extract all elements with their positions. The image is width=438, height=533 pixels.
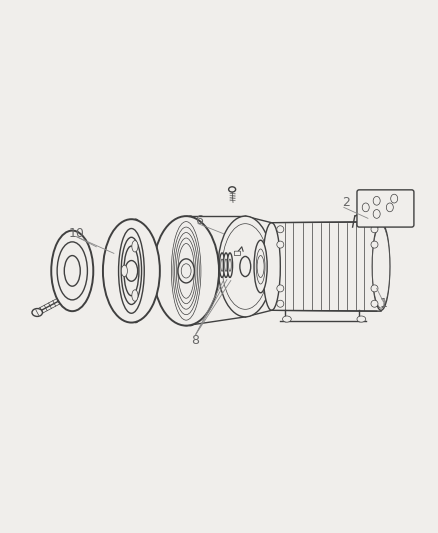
Text: 1: 1 <box>379 297 387 310</box>
Ellipse shape <box>391 194 398 203</box>
Ellipse shape <box>386 203 393 212</box>
Ellipse shape <box>371 300 378 307</box>
Ellipse shape <box>283 316 291 322</box>
Ellipse shape <box>32 309 42 317</box>
Text: 2: 2 <box>342 197 350 209</box>
Ellipse shape <box>362 203 369 212</box>
Ellipse shape <box>218 216 272 317</box>
Ellipse shape <box>176 238 196 304</box>
Ellipse shape <box>229 187 236 192</box>
Ellipse shape <box>126 219 146 322</box>
Ellipse shape <box>219 253 225 278</box>
Ellipse shape <box>372 223 390 310</box>
Ellipse shape <box>371 226 378 233</box>
Ellipse shape <box>277 300 284 307</box>
Ellipse shape <box>357 316 366 322</box>
Ellipse shape <box>124 246 139 296</box>
Ellipse shape <box>178 259 194 283</box>
Ellipse shape <box>277 241 284 248</box>
Ellipse shape <box>373 209 380 219</box>
Ellipse shape <box>225 259 227 271</box>
Ellipse shape <box>263 223 280 310</box>
Bar <box>272 223 381 310</box>
Ellipse shape <box>227 253 233 278</box>
Ellipse shape <box>153 216 219 326</box>
Ellipse shape <box>373 197 380 205</box>
Ellipse shape <box>132 290 138 301</box>
Ellipse shape <box>64 255 80 286</box>
Ellipse shape <box>173 227 199 314</box>
Ellipse shape <box>51 231 93 311</box>
Ellipse shape <box>222 224 268 309</box>
Ellipse shape <box>103 219 160 322</box>
Ellipse shape <box>57 242 88 300</box>
Ellipse shape <box>372 225 390 308</box>
Ellipse shape <box>171 222 201 320</box>
Ellipse shape <box>121 265 127 277</box>
Ellipse shape <box>71 237 79 305</box>
Ellipse shape <box>121 237 141 304</box>
Ellipse shape <box>221 259 223 271</box>
Ellipse shape <box>257 255 264 278</box>
Ellipse shape <box>125 261 138 281</box>
Text: 10: 10 <box>69 227 85 240</box>
Ellipse shape <box>181 264 191 278</box>
Ellipse shape <box>177 216 204 326</box>
Ellipse shape <box>254 240 267 293</box>
Ellipse shape <box>256 249 265 284</box>
Ellipse shape <box>240 256 251 277</box>
Ellipse shape <box>178 244 194 298</box>
Text: 6: 6 <box>195 214 203 227</box>
FancyBboxPatch shape <box>234 251 240 255</box>
Ellipse shape <box>229 259 231 271</box>
Ellipse shape <box>132 240 138 252</box>
Ellipse shape <box>277 226 284 233</box>
Ellipse shape <box>223 253 229 278</box>
Ellipse shape <box>277 285 284 292</box>
Text: 8: 8 <box>191 335 199 348</box>
Ellipse shape <box>119 229 144 313</box>
Ellipse shape <box>371 241 378 248</box>
Ellipse shape <box>175 232 198 309</box>
Ellipse shape <box>371 285 378 292</box>
FancyBboxPatch shape <box>357 190 414 227</box>
